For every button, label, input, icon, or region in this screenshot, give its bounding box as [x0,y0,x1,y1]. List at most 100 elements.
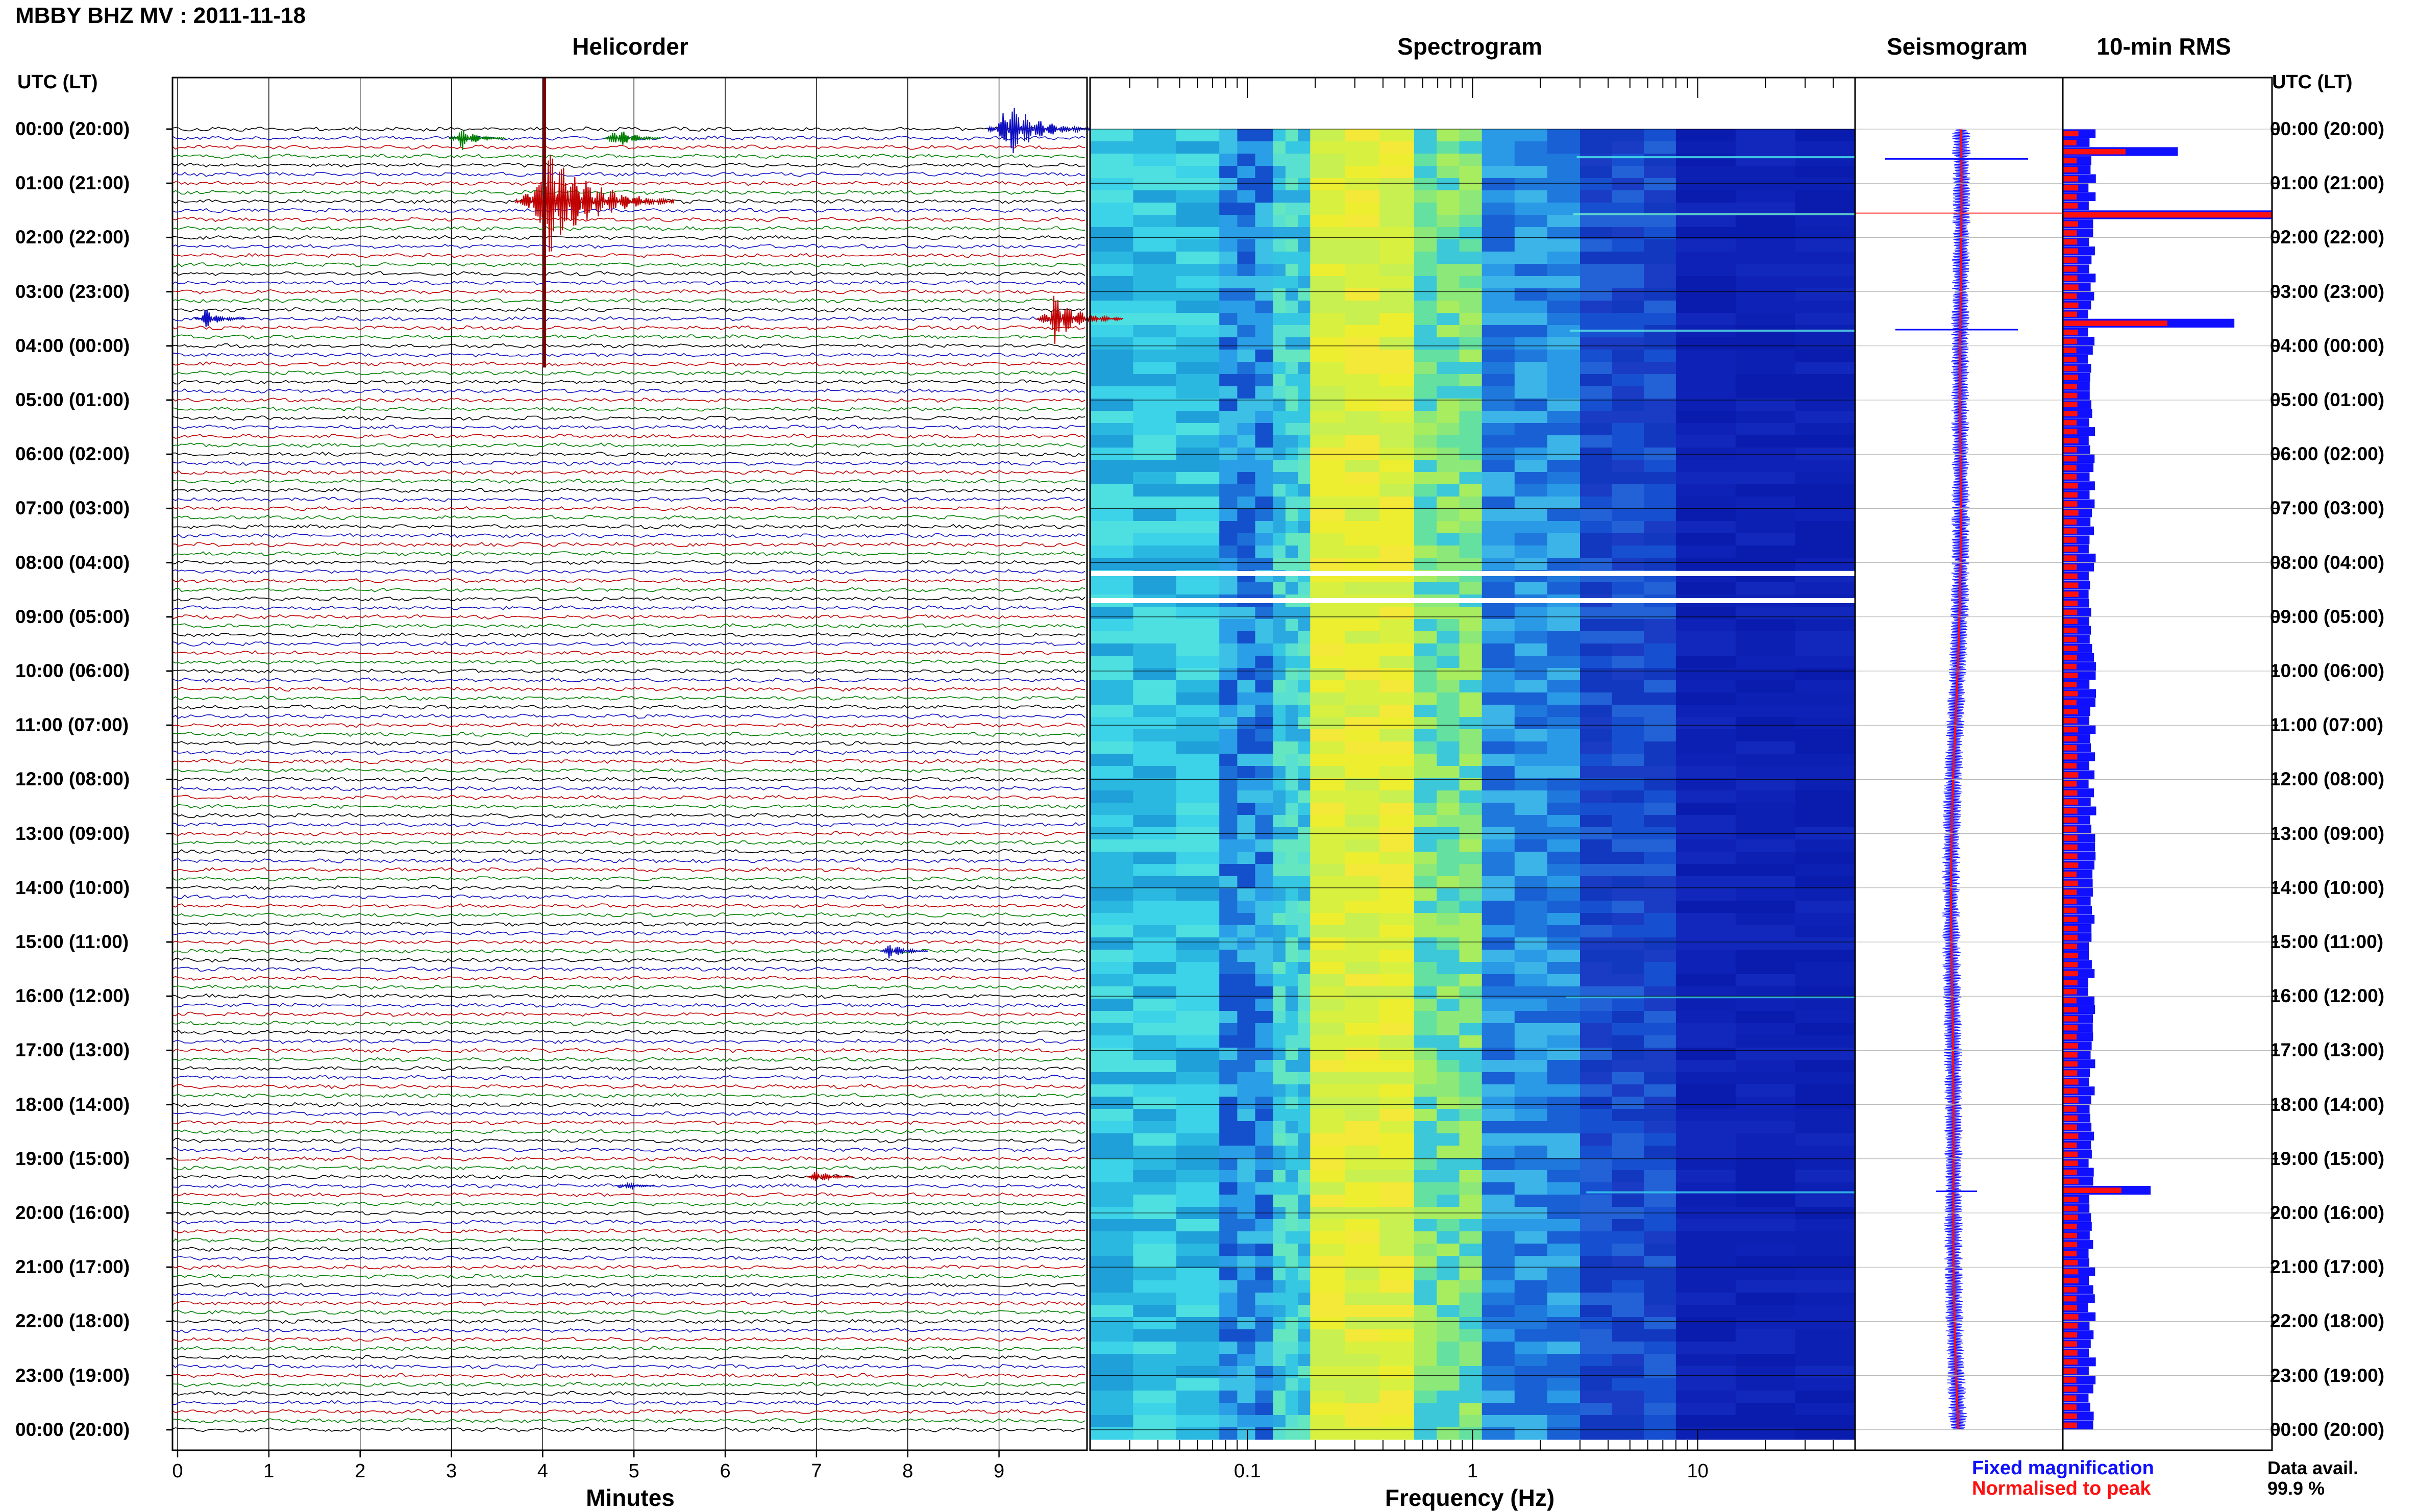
spectrogram-cell [1580,1329,1613,1342]
spectrogram-cell [1176,668,1220,681]
spectrogram-cell [1090,362,1134,375]
spectrogram-cell [1273,607,1286,619]
spectrogram-cell [1273,558,1286,571]
spectrogram-cell [1514,448,1548,460]
spectrogram-cell [1255,411,1274,424]
spectrogram-cell [1090,1378,1134,1391]
spectrogram-cell [1310,497,1345,509]
spectrogram-cell [1514,876,1548,889]
rms-bar-normalised [2063,311,2077,317]
spectrogram-cell [1133,1219,1177,1232]
spectrogram-cell [1379,717,1415,730]
helicorder-trace [172,1111,1085,1117]
spectrogram-cell [1675,190,1736,203]
spectrogram-cell [1482,778,1515,791]
spectrogram-cell [1310,276,1345,289]
spectrogram-cell [1644,1121,1676,1134]
spectrogram-cell [1437,656,1460,668]
helicorder-trace [172,316,1085,321]
time-label-right: 13:00 (09:00) [2270,823,2385,844]
rms-bar-normalised [2063,961,2078,968]
helicorder-trace [172,822,1085,827]
helicorder-trace [172,1192,1085,1198]
spectrogram-cell [1255,325,1274,338]
spectrogram-cell [1675,141,1736,154]
spectrogram-cell [1273,680,1286,693]
rms-bar-normalised [2063,799,2079,805]
spectrogram-cell [1176,741,1220,754]
spectrogram-cell [1133,1121,1177,1134]
spectrogram-cell [1285,680,1298,693]
spectrogram-cell [1644,1342,1676,1354]
spectrogram-cell [1547,472,1581,485]
spectrogram-cell [1219,1329,1238,1342]
spectrogram-cell [1735,1305,1796,1318]
spectrogram-cell [1255,1403,1274,1416]
spectrogram-cell [1437,203,1460,215]
spectrogram-cell [1219,888,1238,901]
spectrogram-cell [1795,901,1856,913]
spectrogram-cell [1237,399,1256,411]
rms-bar-normalised [2063,131,2079,137]
spectrogram-cell [1612,276,1644,289]
spectrogram-cell [1644,619,1676,632]
rms-bar-normalised [2063,564,2077,570]
spectrogram-cell [1345,839,1380,852]
spectrogram-cell [1133,1023,1177,1036]
spectrogram-cell [1310,901,1345,913]
helicorder-trace [172,1102,1085,1107]
spectrogram-cell [1237,607,1256,619]
spectrogram-cell [1675,582,1736,595]
spectrogram-cell [1345,1011,1380,1024]
helicorder-trace [172,605,1085,611]
spectrogram-cell [1237,386,1256,399]
spectrogram-cell [1273,1182,1286,1195]
rms-bar-normalised [2063,1314,2079,1320]
spectrogram-cell [1237,778,1256,791]
spectrogram-cell [1310,1195,1345,1207]
spectrogram-cell [1644,864,1676,877]
spectrogram-cell [1514,1219,1548,1232]
spectrogram-cell [1612,337,1644,350]
spectrogram-cell [1273,962,1286,975]
spectrogram-cell [1437,1427,1460,1440]
spectrogram-cell [1298,705,1311,717]
spectrogram-cell [1580,276,1613,289]
spectrogram-cell [1735,1280,1796,1293]
spectrogram-cell [1612,190,1644,203]
spectrogram-cell [1090,509,1134,522]
time-label-right: 10:00 (06:00) [2270,660,2385,681]
rms-bar-normalised [2063,1386,2078,1392]
spectrogram-cell [1379,1182,1415,1195]
spectrogram-cell [1379,1023,1415,1036]
rms-bar-normalised [2063,167,2078,172]
spectrogram-cell [1437,313,1460,326]
rms-bar-normalised [2063,1287,2078,1293]
spectrogram-cell [1735,876,1796,889]
spectrogram-cell [1090,264,1134,277]
spectrogram-cell [1414,754,1438,766]
spectrogram-cell [1285,582,1298,595]
spectrogram-cell [1644,276,1676,289]
spectrogram-cell [1285,1133,1298,1146]
spectrogram-cell [1795,533,1856,546]
rms-bar-normalised [2063,980,2078,985]
spectrogram-cell [1612,999,1644,1011]
rms-bar-normalised [2063,194,2077,200]
spectrogram-cell [1219,497,1238,509]
spectrogram-cell [1514,484,1548,497]
spectrogram-cell [1482,215,1515,228]
spectrogram-cell [1795,1268,1856,1281]
spectrogram-cell [1644,423,1676,436]
spectrogram-cell [1612,656,1644,668]
spectrogram-cell [1612,1133,1644,1146]
spectrogram-cell [1482,925,1515,938]
spectrogram-cell [1612,362,1644,375]
helicorder-trace [172,1409,1085,1415]
spectrogram-cell [1298,362,1311,375]
spectrogram-cell [1459,411,1483,424]
spectrogram-cell [1285,1048,1298,1060]
rms-bar-normalised [2063,609,2078,615]
spectrogram-cell [1176,839,1220,852]
spectrogram-cell [1255,1133,1274,1146]
